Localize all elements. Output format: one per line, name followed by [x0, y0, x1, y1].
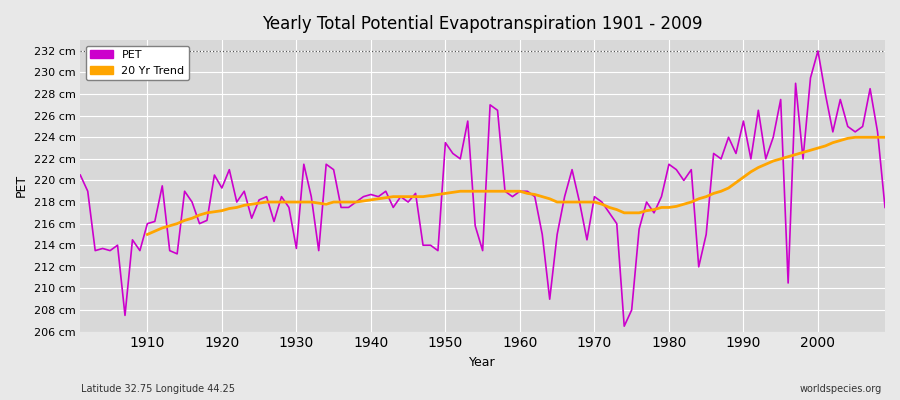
Text: worldspecies.org: worldspecies.org: [800, 384, 882, 394]
20 Yr Trend: [581, 200, 592, 204]
Text: Latitude 32.75 Longitude 44.25: Latitude 32.75 Longitude 44.25: [81, 384, 235, 394]
PET: [604, 210, 615, 215]
Line: PET: PET: [80, 51, 885, 326]
X-axis label: Year: Year: [469, 356, 496, 369]
PET: [813, 48, 824, 53]
20 Yr Trend: [850, 135, 860, 140]
20 Yr Trend: [879, 135, 890, 140]
PET: [134, 248, 145, 253]
20 Yr Trend: [142, 232, 153, 237]
PET: [75, 173, 86, 178]
20 Yr Trend: [313, 201, 324, 206]
PET: [619, 324, 630, 328]
PET: [299, 162, 310, 167]
PET: [515, 189, 526, 194]
PET: [343, 205, 354, 210]
20 Yr Trend: [842, 136, 853, 141]
20 Yr Trend: [522, 191, 533, 196]
20 Yr Trend: [284, 200, 294, 204]
Y-axis label: PET: PET: [15, 174, 28, 198]
20 Yr Trend: [820, 144, 831, 148]
PET: [879, 205, 890, 210]
Line: 20 Yr Trend: 20 Yr Trend: [148, 137, 885, 234]
Legend: PET, 20 Yr Trend: PET, 20 Yr Trend: [86, 46, 189, 80]
Title: Yearly Total Potential Evapotranspiration 1901 - 2009: Yearly Total Potential Evapotranspiratio…: [263, 15, 703, 33]
PET: [507, 194, 517, 199]
